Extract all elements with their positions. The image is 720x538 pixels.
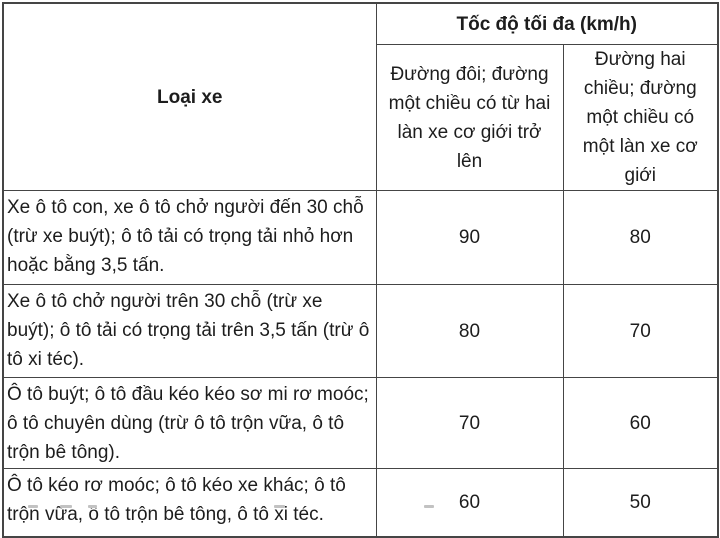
speed-cell-two-way: 80 xyxy=(562,190,719,285)
speed-cell-divided: 70 xyxy=(375,377,564,469)
speed-cell-divided: 90 xyxy=(375,190,564,285)
table-row: Xe ô tô con, xe ô tô chở người đến 30 ch… xyxy=(2,190,719,285)
speed-cell-divided: 80 xyxy=(375,284,564,378)
header-row-top: Loại xe Tốc độ tối đa (km/h) xyxy=(2,2,719,191)
subheader-two-way-road: Đường hai chiều; đường một chiều có một … xyxy=(562,44,719,191)
vehicle-cell: Xe ô tô con, xe ô tô chở người đến 30 ch… xyxy=(2,190,377,285)
subheader-divided-road: Đường đôi; đường một chiều có từ hai làn… xyxy=(375,44,564,191)
speed-cell-divided: 60 xyxy=(375,468,564,538)
table-row: Ô tô kéo rơ moóc; ô tô kéo xe khác; ô tô… xyxy=(2,468,719,538)
max-speed-header: Tốc độ tối đa (km/h) xyxy=(375,2,719,45)
vehicle-cell: Xe ô tô chở người trên 30 chỗ (trừ xe bu… xyxy=(2,284,377,378)
table-row: Ô tô buýt; ô tô đầu kéo kéo sơ mi rơ moó… xyxy=(2,377,719,469)
speed-cell-two-way: 60 xyxy=(562,377,719,469)
vehicle-type-header: Loại xe xyxy=(2,2,377,191)
header-row-sub: Đường đôi; đường một chiều có từ hai làn… xyxy=(3,44,719,191)
vehicle-cell: Ô tô buýt; ô tô đầu kéo kéo sơ mi rơ moó… xyxy=(2,377,377,469)
table-row: Xe ô tô chở người trên 30 chỗ (trừ xe bu… xyxy=(2,284,719,378)
speed-cell-two-way: 70 xyxy=(562,284,719,378)
speed-cell-two-way: 50 xyxy=(562,468,719,538)
cutoff-text-artifact xyxy=(0,505,720,509)
vehicle-cell: Ô tô kéo rơ moóc; ô tô kéo xe khác; ô tô… xyxy=(2,468,377,538)
